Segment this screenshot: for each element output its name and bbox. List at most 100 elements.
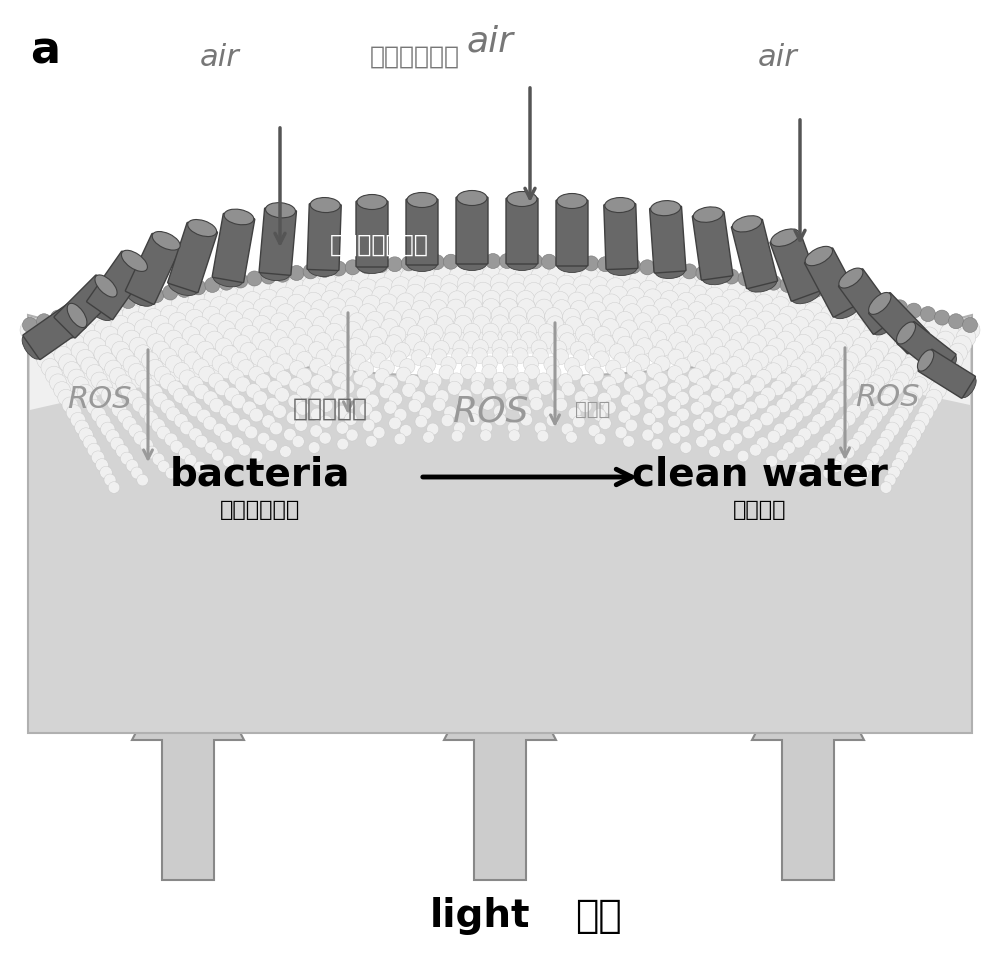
Circle shape (659, 307, 677, 325)
Circle shape (841, 352, 859, 369)
Circle shape (270, 422, 283, 435)
Circle shape (345, 260, 360, 275)
Circle shape (355, 288, 374, 306)
Circle shape (696, 265, 711, 281)
Circle shape (231, 395, 246, 409)
Circle shape (427, 423, 439, 435)
Circle shape (236, 301, 255, 319)
Circle shape (503, 364, 518, 379)
Circle shape (749, 419, 762, 432)
Circle shape (152, 454, 165, 465)
Circle shape (911, 342, 929, 360)
Circle shape (350, 354, 366, 370)
Circle shape (443, 254, 458, 269)
Circle shape (657, 323, 674, 341)
Circle shape (231, 437, 244, 450)
Ellipse shape (260, 265, 290, 281)
Circle shape (737, 408, 750, 422)
Circle shape (221, 345, 238, 362)
Circle shape (568, 292, 586, 311)
Circle shape (606, 360, 621, 375)
Circle shape (424, 333, 441, 349)
Circle shape (135, 290, 150, 306)
Circle shape (825, 323, 843, 342)
Circle shape (275, 267, 290, 282)
Circle shape (265, 398, 279, 411)
Circle shape (432, 399, 446, 411)
Circle shape (492, 347, 508, 363)
Circle shape (896, 304, 916, 324)
Circle shape (880, 429, 894, 444)
Circle shape (652, 405, 665, 419)
Circle shape (306, 309, 324, 327)
Circle shape (371, 262, 391, 282)
Circle shape (458, 389, 472, 402)
Circle shape (376, 302, 394, 320)
Circle shape (737, 451, 749, 462)
Circle shape (500, 298, 518, 317)
Circle shape (107, 395, 122, 410)
Circle shape (636, 338, 653, 354)
Circle shape (517, 299, 535, 317)
Circle shape (408, 400, 421, 412)
Text: 清洁水体: 清洁水体 (733, 500, 787, 520)
Circle shape (270, 330, 288, 346)
Circle shape (588, 301, 606, 319)
Circle shape (438, 308, 455, 325)
Circle shape (251, 349, 267, 366)
Circle shape (694, 311, 712, 329)
Ellipse shape (507, 191, 537, 207)
Circle shape (769, 280, 789, 299)
Circle shape (760, 412, 774, 426)
Circle shape (793, 291, 812, 312)
Circle shape (620, 320, 638, 337)
Circle shape (189, 427, 202, 441)
Circle shape (101, 422, 115, 436)
Circle shape (493, 380, 507, 395)
Circle shape (923, 319, 943, 339)
Circle shape (217, 320, 235, 339)
Circle shape (331, 262, 346, 276)
Circle shape (884, 353, 901, 371)
Circle shape (411, 349, 427, 366)
Circle shape (585, 359, 600, 373)
Circle shape (415, 415, 427, 427)
Circle shape (534, 422, 546, 434)
Circle shape (400, 425, 412, 436)
Circle shape (256, 373, 271, 389)
Circle shape (835, 454, 848, 465)
Circle shape (641, 264, 661, 284)
Circle shape (830, 460, 842, 473)
Circle shape (205, 278, 220, 292)
FancyBboxPatch shape (869, 292, 929, 354)
Circle shape (466, 266, 485, 286)
Circle shape (857, 424, 871, 438)
Circle shape (817, 440, 830, 454)
Circle shape (678, 425, 690, 437)
Circle shape (77, 384, 93, 400)
Circle shape (776, 290, 796, 309)
Circle shape (830, 341, 848, 359)
Circle shape (182, 327, 200, 345)
Circle shape (348, 313, 366, 330)
Circle shape (754, 294, 774, 314)
Circle shape (808, 319, 826, 338)
Circle shape (922, 397, 938, 413)
Circle shape (705, 304, 723, 322)
Circle shape (656, 340, 672, 356)
Circle shape (204, 290, 224, 309)
Circle shape (465, 290, 484, 309)
Circle shape (694, 327, 711, 345)
Circle shape (866, 348, 883, 367)
Text: 光照: 光照 (575, 897, 622, 935)
Circle shape (944, 316, 964, 336)
Circle shape (594, 433, 606, 445)
Circle shape (752, 352, 769, 369)
Circle shape (220, 287, 240, 306)
Circle shape (219, 275, 234, 290)
Circle shape (63, 362, 81, 379)
Circle shape (105, 334, 124, 352)
Circle shape (173, 388, 189, 403)
Circle shape (20, 320, 40, 340)
Circle shape (122, 330, 141, 348)
